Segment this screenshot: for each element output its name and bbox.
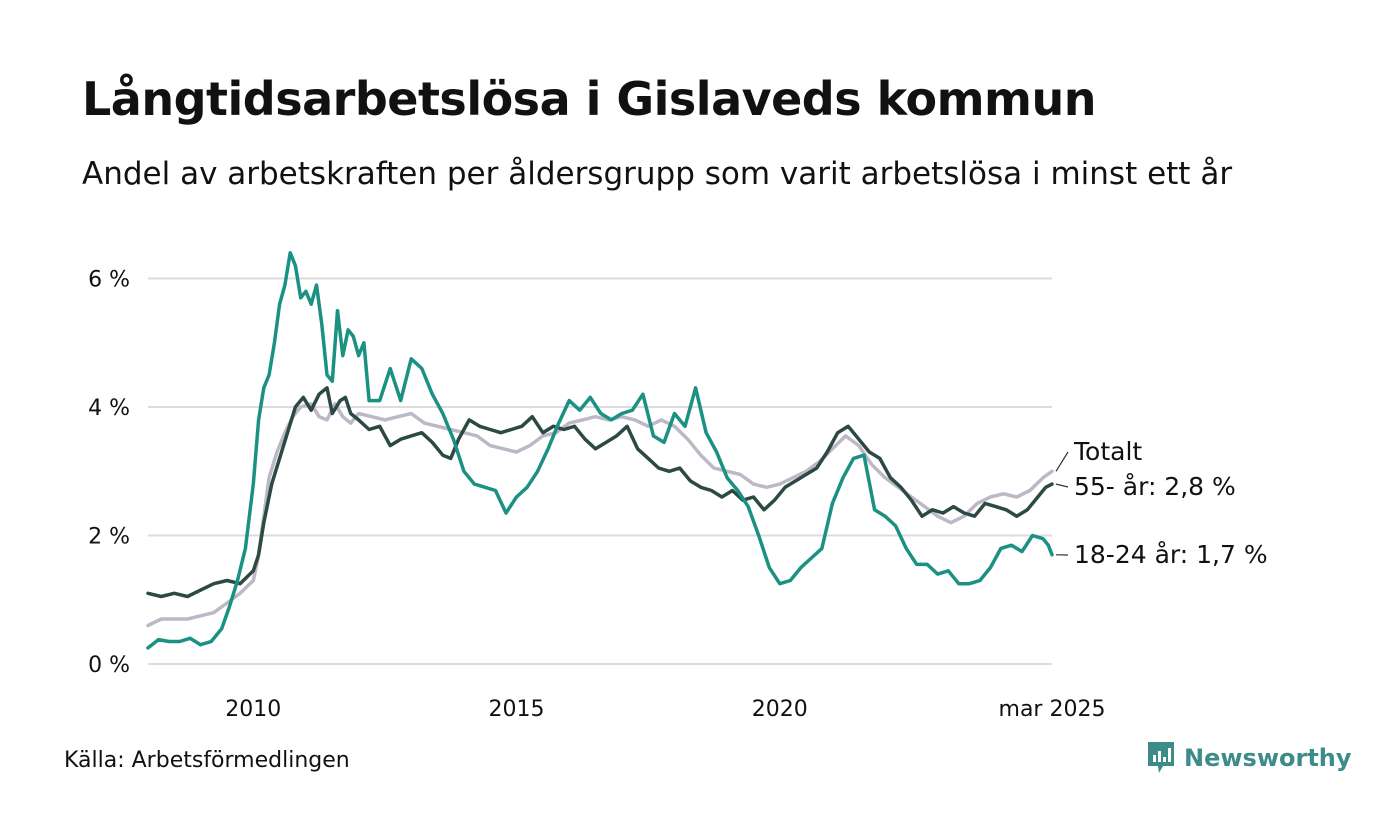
x-axis-ticks: 2010 2015 2020 mar 2025 — [225, 697, 1105, 722]
series-line-age1824 — [146, 251, 1054, 650]
source-note: Källa: Arbetsförmedlingen — [64, 748, 350, 773]
y-tick-label: 2 % — [88, 525, 130, 550]
y-tick-label: 6 % — [88, 268, 130, 293]
end-label-total: Totalt — [1073, 437, 1142, 466]
y-tick-label: 0 % — [88, 653, 130, 678]
x-tick-label: mar 2025 — [999, 697, 1106, 722]
newsworthy-logo-icon — [1148, 742, 1174, 773]
leader-line-age55 — [1055, 483, 1069, 488]
x-tick-label: 2010 — [225, 697, 281, 722]
gridlines — [148, 277, 1052, 665]
series-line-age55 — [146, 386, 1054, 599]
series-lines — [146, 251, 1054, 650]
chart-title: Långtidsarbetslösa i Gislaveds kommun — [82, 72, 1096, 126]
x-tick-label: 2020 — [752, 697, 808, 722]
end-labels: Totalt 55- år: 2,8 % 18-24 år: 1,7 % — [1055, 437, 1268, 569]
y-tick-label: 4 % — [88, 396, 130, 421]
brand-name: Newsworthy — [1184, 744, 1352, 772]
end-label-age55: 55- år: 2,8 % — [1074, 472, 1236, 501]
x-tick-label: 2015 — [489, 697, 545, 722]
end-label-age1824: 18-24 år: 1,7 % — [1074, 540, 1268, 569]
series-line-total — [146, 402, 1054, 628]
y-axis-ticks: 0 % 2 % 4 % 6 % — [88, 268, 130, 678]
chart-subtitle: Andel av arbetskraften per åldersgrupp s… — [82, 156, 1233, 192]
brand-logo: Newsworthy — [1146, 740, 1352, 776]
leader-line-total — [1055, 451, 1069, 472]
